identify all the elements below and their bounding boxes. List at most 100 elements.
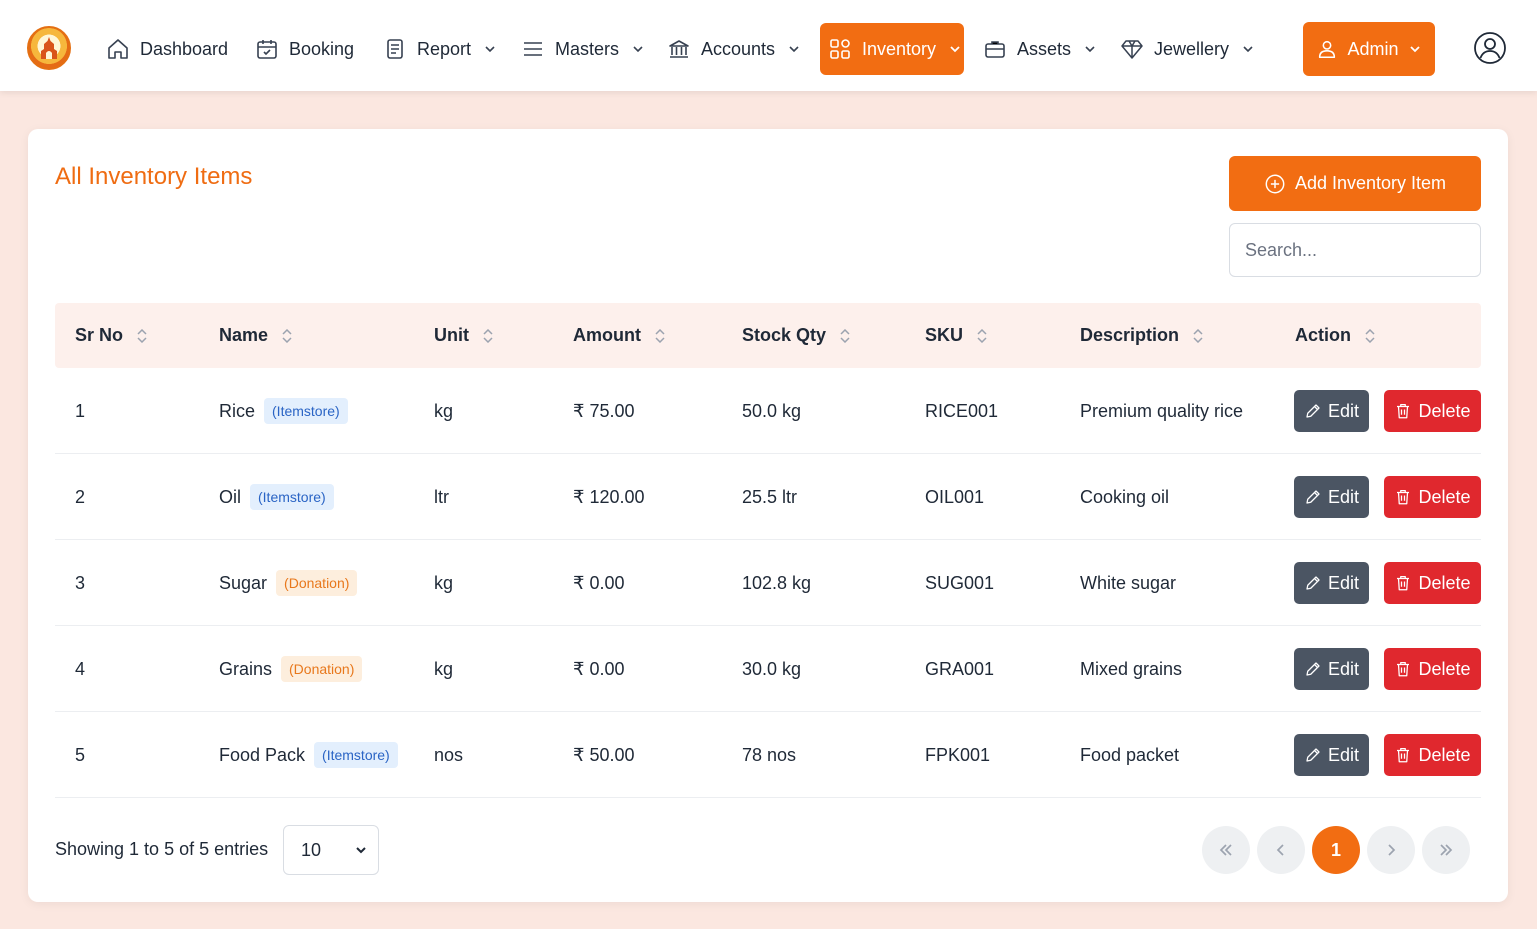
delete-button[interactable]: Delete: [1384, 562, 1481, 604]
add-inventory-item-label: Add Inventory Item: [1294, 173, 1447, 193]
bank-icon: [669, 40, 689, 58]
cell-stock-qty: 30.0 kg: [742, 658, 802, 679]
calendar-icon: [257, 40, 277, 59]
page-title: All Inventory Items: [55, 163, 253, 190]
add-inventory-item-button[interactable]: Add Inventory Item: [1229, 156, 1481, 211]
item-name: Grains: [219, 658, 273, 679]
double-chevron-right-icon: [1440, 844, 1453, 856]
edit-label: Edit: [1327, 744, 1360, 765]
chevron-down-icon: [356, 847, 366, 854]
column-header-name[interactable]: Name: [219, 303, 292, 368]
chevron-down-icon: [1085, 46, 1095, 53]
edit-label: Edit: [1327, 486, 1360, 507]
chevron-right-icon: [1388, 844, 1396, 856]
nav-masters[interactable]: Masters: [521, 23, 645, 75]
pencil-icon: [1306, 404, 1320, 418]
pagination: 1: [1202, 826, 1470, 874]
edit-button[interactable]: Edit: [1294, 476, 1369, 518]
cell-sr-no: 1: [75, 400, 86, 421]
menu-icon: [524, 42, 542, 56]
last-page-button[interactable]: [1422, 826, 1470, 874]
chevron-down-icon: [1409, 46, 1420, 53]
trash-icon: [1397, 575, 1410, 591]
admin-menu-button[interactable]: Admin: [1303, 22, 1435, 76]
chevron-down-icon: [485, 46, 495, 53]
column-header-label: Unit: [434, 325, 469, 345]
item-name: Food Pack: [219, 744, 306, 765]
trash-icon: [1397, 489, 1410, 505]
nav-jewellery-label: Jewellery: [1154, 38, 1230, 59]
nav-booking[interactable]: Booking: [255, 23, 354, 75]
sort-icon: [977, 328, 987, 343]
table-row: 1 Rice (Itemstore) kg ₹ 75.00 50.0 kg RIC…: [55, 368, 1481, 454]
trash-icon: [1397, 747, 1410, 763]
column-header-amount[interactable]: Amount: [573, 303, 665, 368]
column-header-sr-no[interactable]: Sr No: [75, 303, 147, 368]
nav-booking-label: Booking: [289, 38, 355, 59]
edit-label: Edit: [1327, 400, 1360, 421]
sort-icon: [137, 328, 147, 343]
source-tag: (Donation): [276, 570, 358, 596]
sort-icon: [840, 328, 850, 343]
column-header-description[interactable]: Description: [1080, 303, 1203, 368]
document-icon: [387, 39, 403, 59]
column-header-stock-qty[interactable]: Stock Qty: [742, 303, 850, 368]
nav-accounts[interactable]: Accounts: [667, 23, 801, 75]
cell-unit: kg: [434, 572, 454, 593]
inventory-card: All Inventory Items Add Inventory Item S…: [28, 129, 1508, 902]
grid-icon: [830, 39, 850, 59]
pencil-icon: [1306, 490, 1320, 504]
nav-jewellery[interactable]: Jewellery: [1120, 23, 1255, 75]
source-tag: (Itemstore): [264, 398, 348, 424]
column-header-label: Action: [1295, 325, 1351, 345]
edit-button[interactable]: Edit: [1294, 734, 1369, 776]
nav-report[interactable]: Report: [383, 23, 497, 75]
first-page-button[interactable]: [1202, 826, 1250, 874]
source-tag: (Itemstore): [314, 742, 398, 768]
column-header-label: Description: [1080, 325, 1180, 345]
source-tag: (Itemstore): [250, 484, 334, 510]
admin-label: Admin: [1347, 38, 1399, 59]
profile-avatar-icon[interactable]: [1473, 31, 1507, 65]
table-row: 5 Food Pack (Itemstore) nos ₹ 50.00 78 no…: [55, 712, 1481, 798]
edit-button[interactable]: Edit: [1294, 390, 1369, 432]
nav-assets[interactable]: Assets: [983, 23, 1097, 75]
cell-sr-no: 2: [75, 486, 86, 507]
nav-inventory[interactable]: Inventory: [820, 23, 964, 75]
temple-logo[interactable]: [27, 26, 71, 70]
cell-unit: kg: [434, 658, 454, 679]
delete-label: Delete: [1418, 486, 1471, 507]
edit-button[interactable]: Edit: [1294, 562, 1369, 604]
nav-accounts-label: Accounts: [701, 38, 776, 59]
delete-button[interactable]: Delete: [1384, 734, 1481, 776]
cell-stock-qty: 50.0 kg: [742, 400, 802, 421]
nav-masters-label: Masters: [555, 38, 620, 59]
column-header-action[interactable]: Action: [1295, 303, 1375, 368]
sort-icon: [1365, 328, 1375, 343]
item-name: Oil: [219, 486, 241, 507]
column-header-unit[interactable]: Unit: [434, 303, 493, 368]
double-chevron-left-icon: [1219, 844, 1232, 856]
sort-icon: [483, 328, 493, 343]
nav-report-label: Report: [417, 38, 472, 59]
cell-sr-no: 3: [75, 572, 86, 593]
delete-label: Delete: [1418, 572, 1471, 593]
cell-sku: OIL001: [925, 486, 985, 507]
prev-page-button[interactable]: [1257, 826, 1305, 874]
delete-button[interactable]: Delete: [1384, 476, 1481, 518]
delete-button[interactable]: Delete: [1384, 390, 1481, 432]
source-tag: (Donation): [281, 656, 363, 682]
column-header-label: Sr No: [75, 325, 124, 345]
search-input[interactable]: [1245, 239, 1477, 261]
next-page-button[interactable]: [1367, 826, 1415, 874]
temple-icon: [41, 37, 57, 59]
cell-stock-qty: 25.5 ltr: [742, 486, 798, 507]
pencil-icon: [1306, 748, 1320, 762]
page-size-select[interactable]: 10: [283, 825, 379, 875]
delete-button[interactable]: Delete: [1384, 648, 1481, 690]
edit-button[interactable]: Edit: [1294, 648, 1369, 690]
nav-dashboard[interactable]: Dashboard: [106, 23, 228, 75]
column-header-sku[interactable]: SKU: [925, 303, 987, 368]
plus-circle-icon: [1265, 174, 1285, 193]
page-button-current[interactable]: 1: [1312, 826, 1360, 874]
